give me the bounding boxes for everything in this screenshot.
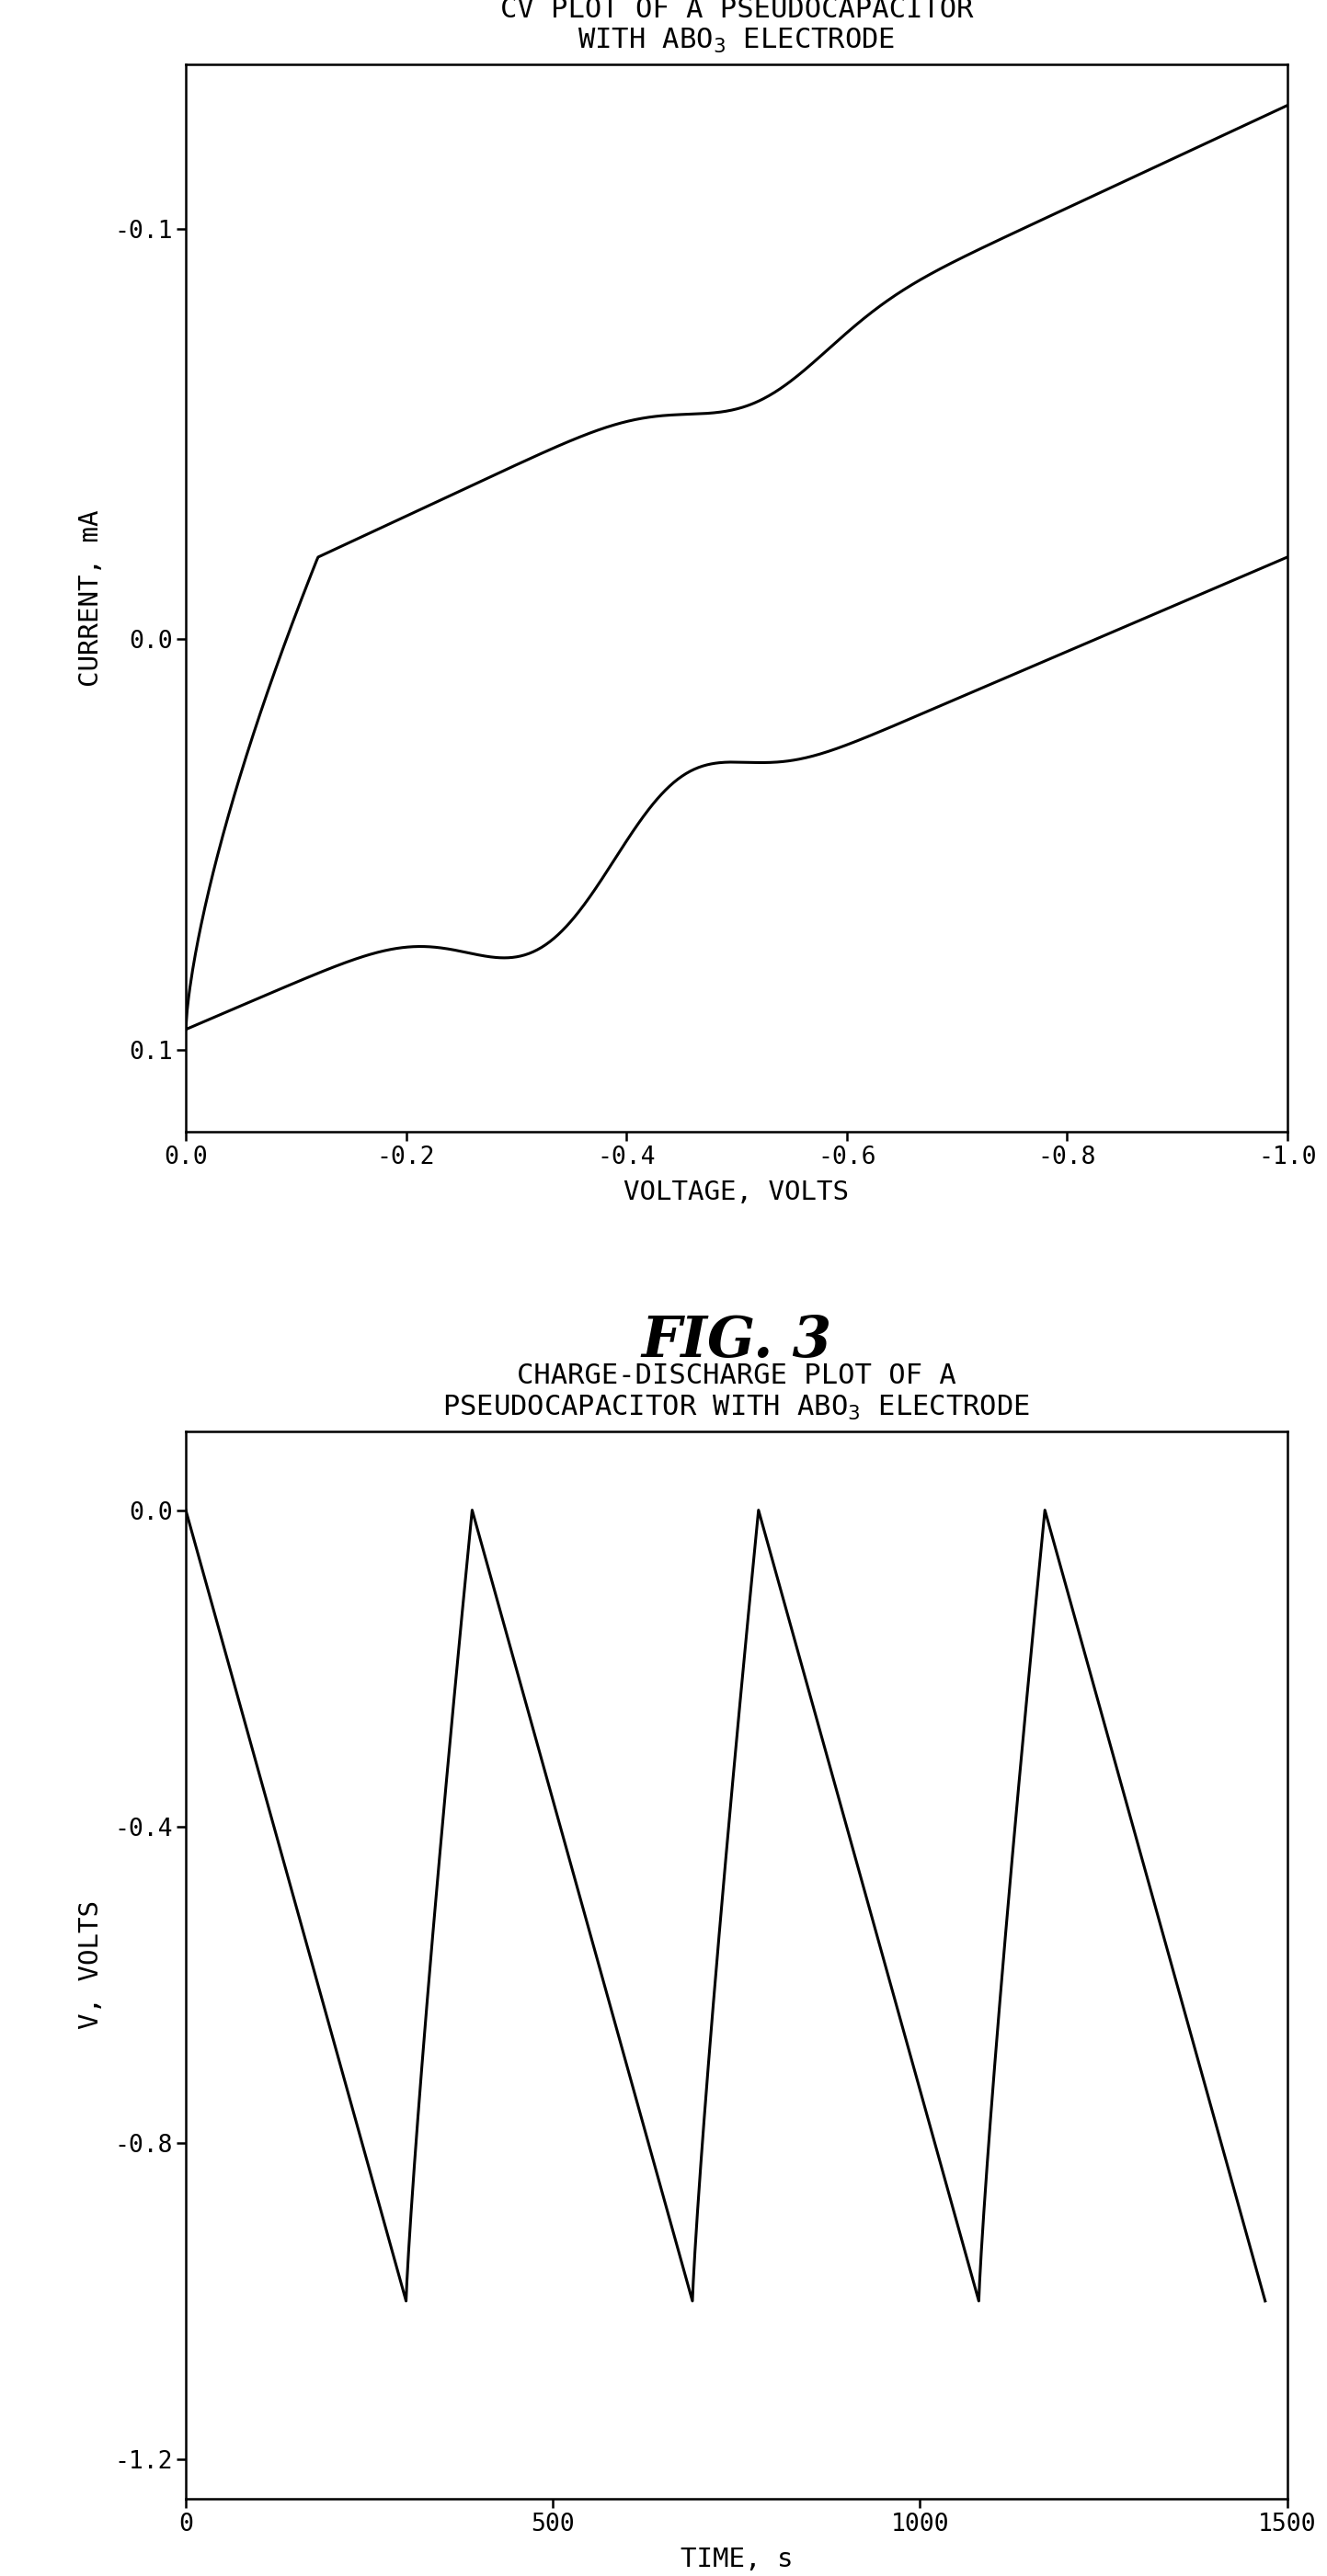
Title: CV PLOT OF A PSEUDOCAPACITOR
WITH ABO$_3$ ELECTRODE: CV PLOT OF A PSEUDOCAPACITOR WITH ABO$_3…: [500, 0, 973, 57]
Y-axis label: CURRENT, mA: CURRENT, mA: [78, 510, 104, 688]
X-axis label: VOLTAGE, VOLTS: VOLTAGE, VOLTS: [624, 1180, 849, 1206]
Y-axis label: V, VOLTS: V, VOLTS: [78, 1901, 104, 2030]
Text: FIG. 3: FIG. 3: [641, 1314, 832, 1368]
Title: CHARGE-DISCHARGE PLOT OF A
PSEUDOCAPACITOR WITH ABO$_3$ ELECTRODE: CHARGE-DISCHARGE PLOT OF A PSEUDOCAPACIT…: [443, 1363, 1030, 1422]
X-axis label: TIME, s: TIME, s: [681, 2545, 792, 2571]
